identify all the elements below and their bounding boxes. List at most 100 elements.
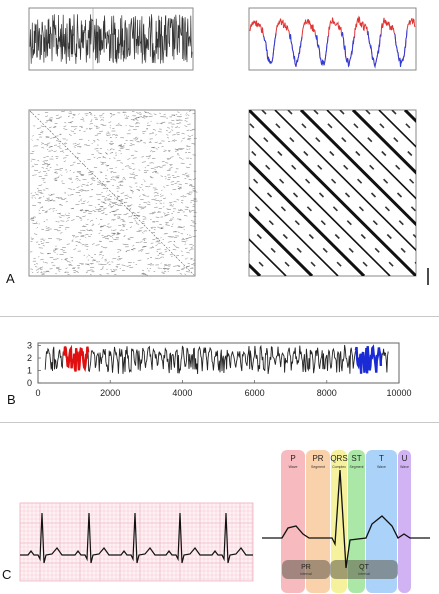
recurrence-dot [69, 169, 72, 172]
recurrence-dot [136, 189, 141, 191]
recurrence-dot [143, 239, 146, 242]
recurrence-dot [116, 234, 120, 236]
recurrence-dot [106, 262, 108, 265]
recurrence-dot [94, 254, 97, 256]
recurrence-dot [56, 140, 60, 142]
segment-band-pr [306, 450, 330, 593]
short-segment [205, 235, 209, 239]
diagonal-line [299, 110, 416, 227]
recurrence-dot [140, 250, 143, 252]
recurrence-dot [171, 183, 174, 185]
recurrence-dot [183, 215, 188, 217]
recurrence-dot [112, 205, 115, 207]
recurrence-dot [192, 188, 195, 190]
recurrence-dot [43, 239, 46, 241]
recurrence-dot [168, 265, 171, 267]
short-segment [242, 193, 246, 197]
short-segment [229, 207, 233, 211]
recurrence-dot [129, 209, 131, 211]
recurrence-dot [109, 201, 114, 203]
recurrence-dot [101, 257, 104, 259]
recurrence-dot [69, 194, 73, 196]
recurrence-dot [193, 259, 195, 261]
recurrence-dot [32, 135, 34, 137]
recurrence-dot [143, 179, 145, 181]
recurrence-dot [154, 189, 158, 191]
recurrence-dot [86, 248, 88, 250]
diagonal-line [249, 186, 339, 276]
recurrence-dot [30, 192, 33, 194]
short-segment [266, 192, 273, 198]
short-segment [203, 207, 207, 211]
recurrence-dot [99, 273, 102, 276]
recurrence-dot [96, 127, 100, 129]
recurrence-dot [78, 190, 83, 192]
recurrence-dot [32, 165, 35, 167]
recurrence-dot [146, 170, 149, 172]
short-segment [362, 261, 368, 267]
recurrence-dot [146, 128, 148, 130]
recurrence-dot [98, 232, 101, 234]
recurrence-dot [176, 116, 181, 118]
short-segment [236, 110, 240, 114]
short-segment [275, 123, 281, 129]
recurrence-dot [171, 129, 174, 131]
recurrence-dot [125, 250, 128, 252]
recurrence-dot [53, 125, 57, 128]
recurrence-dot [79, 217, 82, 219]
recurrence-dot [118, 213, 122, 215]
recurrence-dot [124, 194, 128, 197]
recurrence-dot [187, 262, 190, 264]
periodic-rp-content [203, 110, 426, 276]
separator-top [0, 316, 439, 317]
recurrence-dot [79, 146, 82, 148]
recurrence-dot [163, 233, 167, 235]
recurrence-dot [58, 216, 62, 218]
segment-band-u [398, 450, 411, 593]
x-tick-label: 0 [35, 388, 40, 398]
recurrence-dot [190, 220, 195, 222]
recurrence-dot [147, 112, 150, 114]
short-segment [414, 261, 416, 265]
recurrence-dot [189, 157, 192, 160]
recurrence-dot [84, 237, 87, 239]
recurrence-dot [190, 258, 194, 260]
panel-c-label: C [2, 567, 12, 582]
recurrence-dot [127, 158, 131, 160]
recurrence-dot [133, 211, 135, 214]
recurrence-dot [53, 251, 56, 253]
blue-series-segment [394, 29, 408, 67]
recurrence-dot [168, 201, 173, 204]
recurrence-dot [71, 219, 75, 221]
recurrence-dot [119, 145, 124, 147]
short-segment [422, 165, 426, 169]
recurrence-dot [132, 172, 135, 174]
recurrence-dot [131, 214, 134, 216]
recurrence-dot [40, 268, 43, 270]
recurrence-dot [139, 186, 142, 188]
recurrence-dot [51, 149, 53, 151]
recurrence-dot [79, 195, 81, 197]
recurrence-dot [87, 139, 90, 142]
recurrence-dot [187, 114, 190, 116]
recurrence-dot [94, 206, 97, 208]
recurrence-dot [33, 169, 39, 171]
recurrence-dot [161, 272, 165, 274]
recurrence-dot [93, 156, 96, 159]
recurrence-dot [87, 201, 89, 203]
diagonal-line [249, 238, 287, 276]
recurrence-dot [111, 234, 115, 236]
recurrence-dot [49, 256, 54, 259]
recurrence-dot [55, 248, 59, 250]
recurrence-dot [90, 114, 93, 116]
short-segment [409, 178, 415, 184]
recurrence-dot [79, 217, 83, 219]
recurrence-dot [34, 163, 38, 166]
recurrence-dot [60, 232, 63, 234]
short-segment [322, 247, 328, 253]
recurrence-dot [40, 191, 43, 194]
recurrence-dot [58, 116, 62, 118]
recurrence-dot [179, 122, 182, 124]
short-segment [360, 233, 366, 240]
recurrence-dot [86, 270, 91, 272]
